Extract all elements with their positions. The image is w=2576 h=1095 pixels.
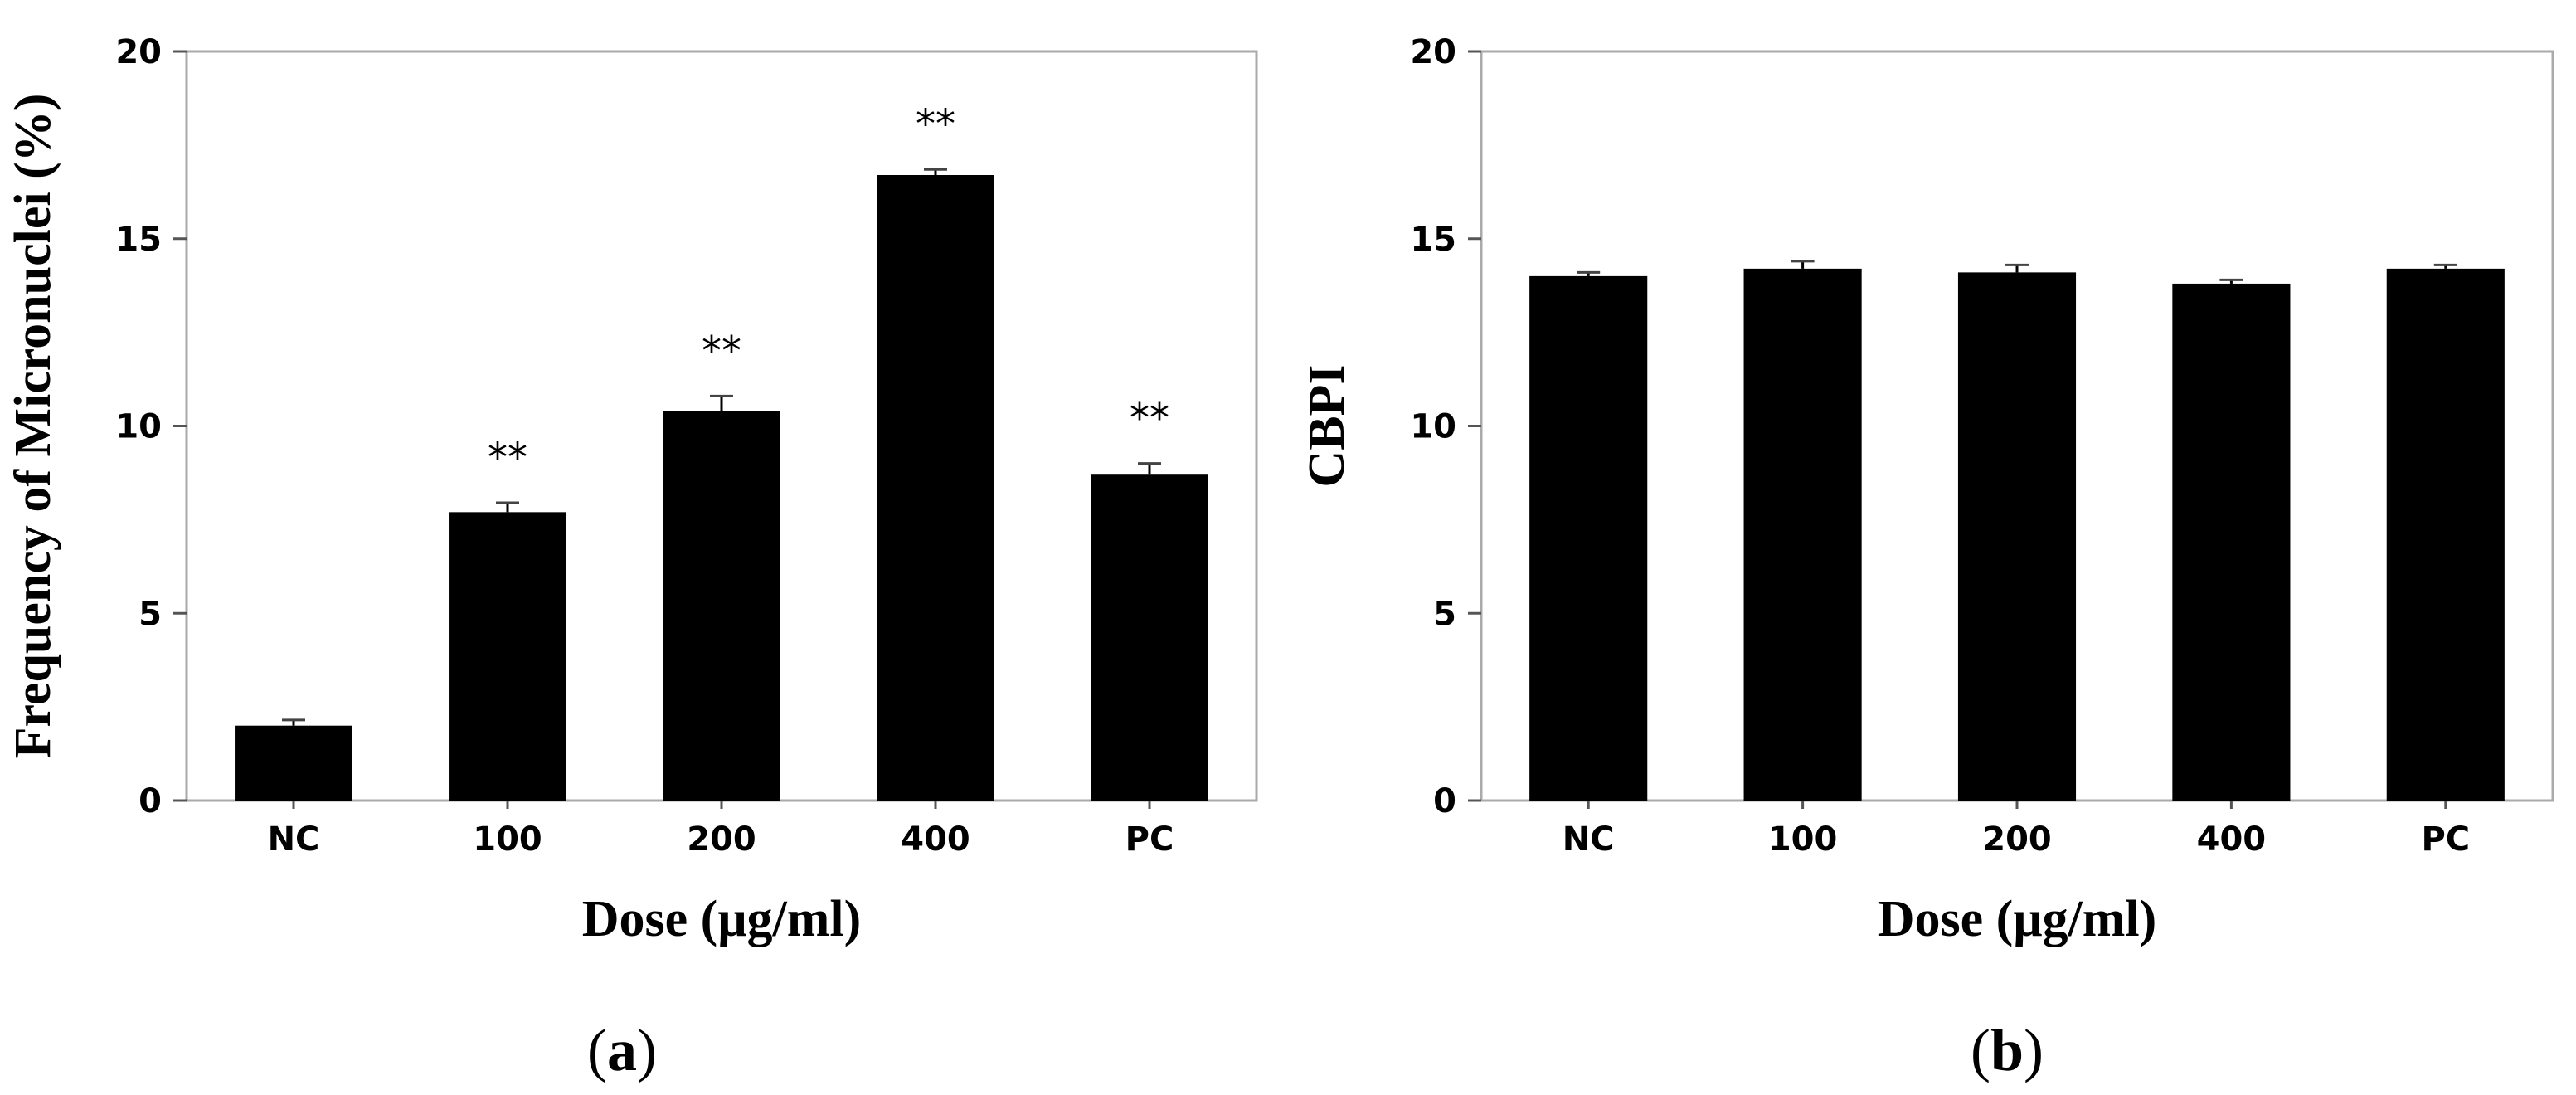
y-tick-label: 10 xyxy=(115,408,162,446)
y-tick-label: 15 xyxy=(115,221,162,259)
x-tick-label: NC xyxy=(1563,820,1615,859)
bar-200 xyxy=(663,411,780,801)
y-tick-label: 5 xyxy=(1433,595,1456,633)
y-axis-title: Frequency of Micronuclei (%) xyxy=(5,94,61,759)
bar-400 xyxy=(877,174,994,801)
bar-400 xyxy=(2172,283,2291,801)
significance-annotation: ** xyxy=(1130,396,1169,442)
significance-annotation: ** xyxy=(702,328,741,374)
significance-annotation: ** xyxy=(488,435,527,481)
y-tick-label: 0 xyxy=(139,782,162,820)
bar-nc xyxy=(1529,275,1648,801)
panel-label: (b) xyxy=(1971,1017,2044,1083)
chart-panel-a: 0 5 10 15 20 NC 100 ** 200 ** 400 ** PC ** Dose (μg/ml… xyxy=(5,33,1258,1083)
bar-100 xyxy=(1743,268,1862,801)
panel-label-letter: b xyxy=(1990,1017,2024,1083)
x-axis-title: Dose (μg/ml) xyxy=(582,891,861,947)
panel-label-letter: a xyxy=(607,1017,637,1083)
x-tick-label: PC xyxy=(1125,820,1174,859)
bar-pc xyxy=(1091,474,1208,801)
chart-panel-b: 0 5 10 15 20 NC 100 200 400 PC Dose (μg/ml) CBPI (b) xyxy=(1299,33,2554,1083)
y-tick-label: 0 xyxy=(1433,782,1456,820)
bar-nc xyxy=(235,725,352,801)
x-tick-label: 100 xyxy=(1768,820,1838,859)
y-tick-label: 20 xyxy=(1410,33,1456,71)
x-tick-label: 400 xyxy=(901,820,970,859)
y-tick-label: 15 xyxy=(1410,221,1456,259)
significance-annotation: ** xyxy=(916,101,955,148)
bar-100 xyxy=(449,512,566,801)
y-tick-label: 10 xyxy=(1410,408,1456,446)
y-tick-label: 5 xyxy=(139,595,162,633)
x-tick-label: PC xyxy=(2421,820,2470,859)
x-tick-label: NC xyxy=(268,820,320,859)
x-axis-title: Dose (μg/ml) xyxy=(1878,891,2156,947)
bar-pc xyxy=(2386,268,2505,801)
y-axis-title: CBPI xyxy=(1299,364,1355,487)
panel-label: (a) xyxy=(587,1017,657,1083)
x-tick-label: 200 xyxy=(687,820,756,859)
x-tick-label: 200 xyxy=(1982,820,2052,859)
x-tick-label: 400 xyxy=(2197,820,2267,859)
x-tick-label: 100 xyxy=(473,820,542,859)
bar-200 xyxy=(1957,272,2077,801)
y-tick-label: 20 xyxy=(115,33,162,71)
